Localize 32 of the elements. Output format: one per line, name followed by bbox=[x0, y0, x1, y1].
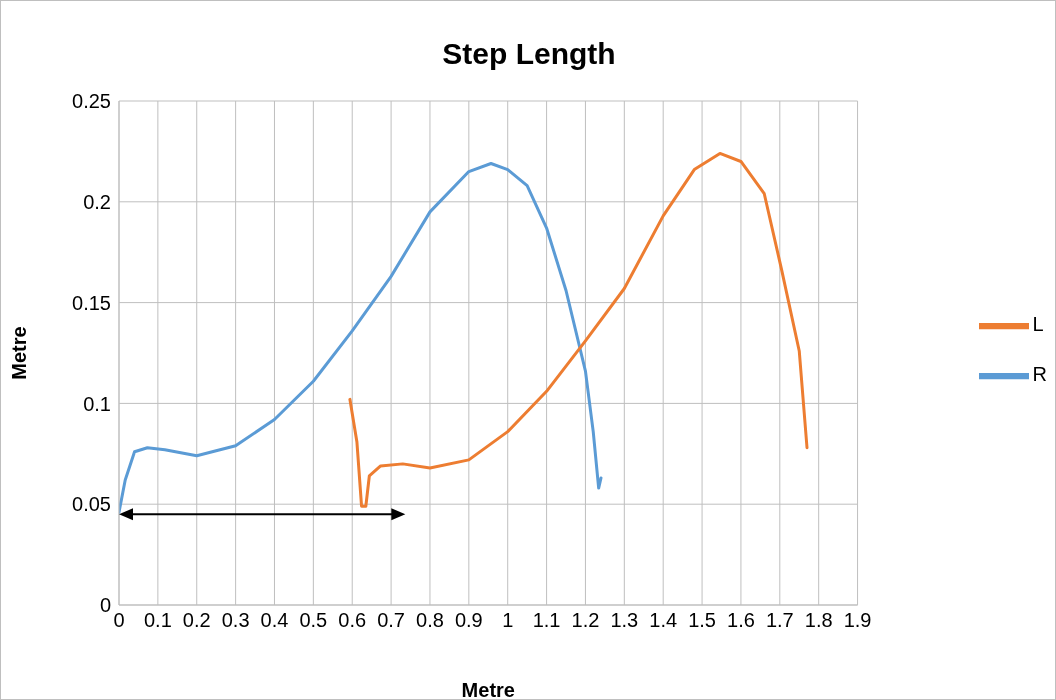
x-tick-label: 1.9 bbox=[843, 609, 872, 632]
x-tick-label: 1.1 bbox=[532, 609, 561, 632]
y-tick-label: 0.1 bbox=[83, 392, 111, 415]
x-tick-label: 1.8 bbox=[804, 609, 833, 632]
legend-label: L bbox=[1032, 313, 1044, 336]
x-tick-label: 0.5 bbox=[299, 609, 328, 632]
x-tick-label: 0.6 bbox=[338, 609, 367, 632]
x-tick-label: 1 bbox=[502, 609, 514, 632]
legend-label: R bbox=[1032, 363, 1047, 386]
x-tick-label: 0 bbox=[113, 609, 125, 632]
chart-title: Step Length bbox=[441, 37, 617, 71]
x-tick-label: 1.3 bbox=[610, 609, 639, 632]
y-tick-label: 0.25 bbox=[72, 90, 111, 113]
x-tick-label: 0.8 bbox=[416, 609, 444, 632]
y-axis-title: Metre bbox=[8, 326, 31, 380]
line-series bbox=[348, 151, 809, 508]
x-axis-title: Metre bbox=[461, 679, 515, 700]
x-tick-label: 1.6 bbox=[727, 609, 755, 632]
x-tick-label: 1.2 bbox=[571, 609, 600, 632]
x-tick-label: 0.4 bbox=[260, 609, 289, 632]
y-tick-label: 0.2 bbox=[83, 190, 111, 213]
x-tick-label: 1.5 bbox=[688, 609, 716, 632]
y-tick-label: 0.15 bbox=[72, 291, 111, 314]
y-tick-label: 0 bbox=[99, 594, 111, 617]
x-tick-label: 0.2 bbox=[182, 609, 211, 632]
x-tick-label: 0.1 bbox=[143, 609, 172, 632]
x-tick-label: 0.3 bbox=[221, 609, 250, 632]
y-tick-label: 0.05 bbox=[72, 493, 111, 516]
x-tick-label: 0.9 bbox=[454, 609, 483, 632]
x-tick-label: 1.7 bbox=[765, 609, 794, 632]
x-tick-label: 1.4 bbox=[649, 609, 678, 632]
x-tick-label: 0.7 bbox=[377, 609, 405, 632]
